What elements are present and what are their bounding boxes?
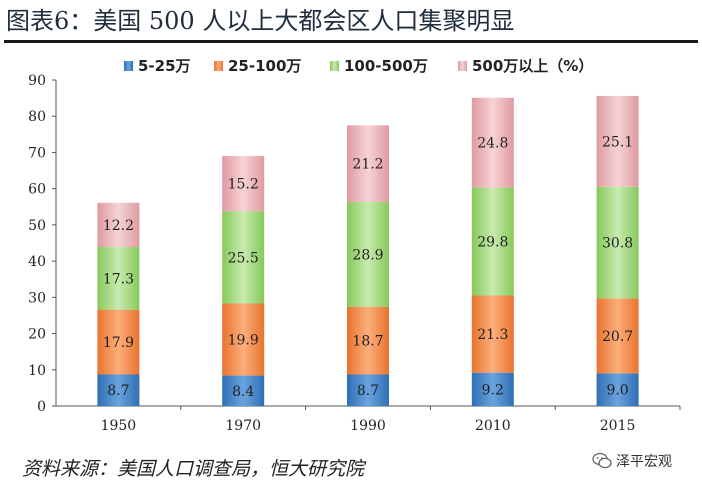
bars: 8.7 17.9 17.3 12.2 8.4 19.9 25.5 15.2 8.7 18.7 28.… (97, 95, 639, 406)
stacked-bar-chart: 5-25万 25-100万 100-500万 500万以上（%） 0 10 20 30 40 5… (28, 57, 681, 434)
bar-segment (471, 372, 514, 406)
chart-title: 图表6：美国 500 人以上大都会区人口集聚明显 (6, 7, 515, 35)
bar-segment (347, 202, 389, 307)
x-tick-label: 2010 (475, 418, 511, 434)
x-tick-label: 1990 (350, 418, 386, 434)
bar-segment (347, 374, 389, 406)
bar-segment (596, 186, 639, 299)
bar-segment (596, 298, 639, 374)
data-label: 29.8 (477, 235, 508, 251)
y-tick-label: 30 (28, 290, 46, 306)
data-label: 8.4 (232, 384, 254, 400)
legend-label: 25-100万 (228, 57, 301, 75)
bar-segment (97, 309, 140, 375)
legend-label: 5-25万 (138, 57, 191, 75)
legend-label: 100-500万 (344, 57, 428, 75)
legend-swatch (330, 61, 339, 71)
legend-swatch (458, 61, 467, 71)
y-tick-label: 50 (28, 218, 46, 234)
axes: 0 10 20 30 40 50 60 70 80 90 1950 1970 1990 2010 2015 (28, 73, 681, 434)
bar-segment (97, 374, 140, 406)
bar-segment (222, 156, 265, 212)
bar-segment (222, 375, 265, 406)
data-label: 21.3 (477, 327, 508, 343)
data-label: 9.0 (606, 383, 628, 399)
y-tick-label: 70 (28, 145, 46, 161)
data-label: 24.8 (477, 136, 508, 152)
data-label: 15.2 (228, 177, 259, 193)
data-label: 12.2 (103, 218, 134, 234)
source-note: 资料来源：美国人口调查局，恒大研究院 (22, 458, 365, 480)
x-tick-label: 1950 (101, 418, 137, 434)
data-label: 8.7 (107, 383, 129, 399)
bar-segment (471, 187, 514, 296)
bar-segment (97, 246, 140, 310)
data-label: 8.7 (357, 383, 379, 399)
y-tick-label: 10 (28, 363, 46, 379)
data-label: 21.2 (352, 157, 383, 173)
bar-segment (471, 295, 514, 373)
y-tick-label: 60 (28, 182, 46, 198)
data-label: 17.3 (103, 271, 134, 287)
x-tick-label: 2015 (600, 418, 636, 434)
bar-segment (347, 125, 389, 203)
bar-segment (347, 306, 389, 375)
y-tick-label: 0 (37, 399, 46, 415)
data-label: 18.7 (352, 334, 383, 350)
legend-swatch (124, 61, 133, 71)
legend: 5-25万 25-100万 100-500万 500万以上（%） (124, 57, 593, 75)
data-label: 25.5 (228, 250, 259, 266)
bar-segment (596, 373, 639, 406)
wechat-icon (592, 452, 612, 470)
y-tick-label: 80 (28, 109, 46, 125)
data-label: 17.9 (103, 335, 134, 351)
data-label: 19.9 (228, 333, 259, 349)
data-label: 28.9 (352, 247, 383, 263)
bar-segment (222, 211, 265, 304)
data-label: 25.1 (602, 134, 633, 150)
bar-segment (471, 97, 514, 188)
title-divider (4, 40, 698, 43)
data-label: 30.8 (602, 236, 633, 252)
data-label: 20.7 (602, 329, 633, 345)
x-tick-label: 1970 (225, 418, 261, 434)
bar-segment (596, 95, 639, 187)
legend-label: 500万以上（%） (472, 57, 593, 75)
bar-segment (222, 303, 265, 376)
data-label: 9.2 (482, 382, 504, 398)
watermark-label: 泽平宏观 (616, 454, 672, 470)
y-tick-label: 20 (28, 327, 46, 343)
watermark: 泽平宏观 (592, 448, 672, 474)
bar-segment (97, 202, 140, 247)
y-tick-label: 90 (28, 73, 46, 89)
y-tick-label: 40 (28, 254, 46, 270)
legend-swatch (214, 61, 223, 71)
